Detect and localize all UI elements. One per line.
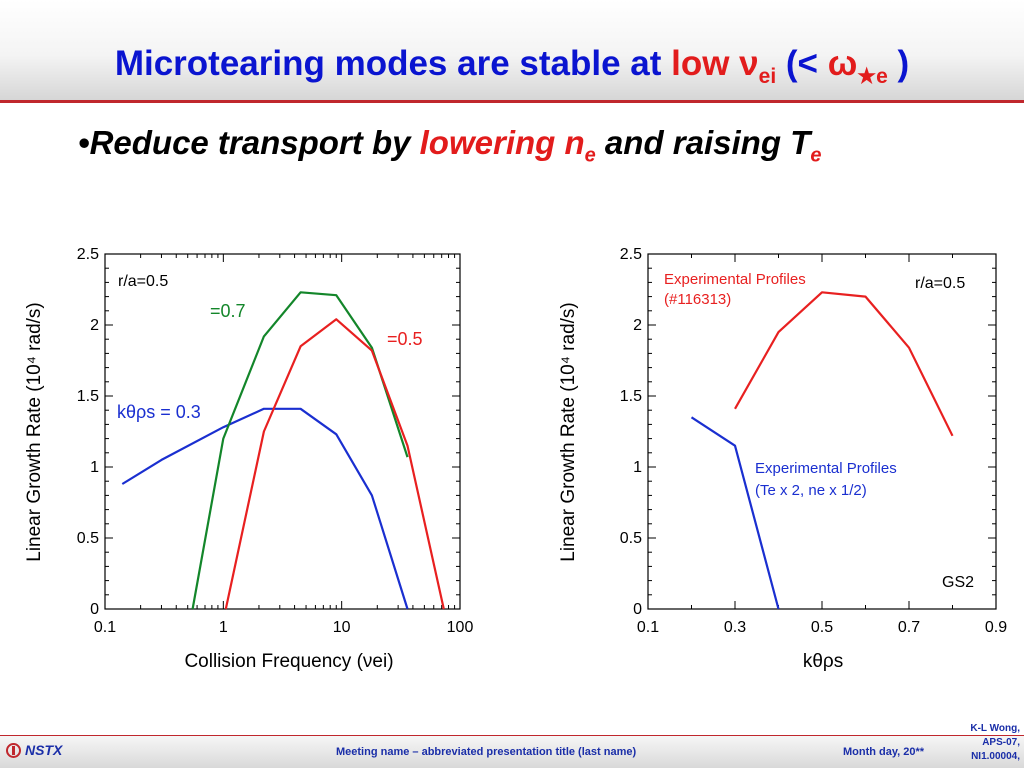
left-y-tick-label: 2.5 — [77, 246, 99, 263]
left-y-tick-label: 1.5 — [77, 388, 99, 405]
right-series-line-1 — [690, 416, 780, 610]
footer-author: K-L Wong, APS-07, NI1.00004, — [940, 722, 1020, 764]
right-annotation-ra: r/a=0.5 — [915, 275, 965, 292]
left-y-tick-label: 2 — [90, 317, 99, 334]
nstx-logo: NSTX — [6, 742, 62, 758]
right-y-tick-label: 2.5 — [620, 246, 642, 263]
title-divider — [0, 100, 1024, 103]
left-x-tick-label: 1 — [219, 619, 228, 636]
bullet-part2: lowering n — [419, 124, 585, 161]
left-y-tick-label: 0 — [90, 601, 99, 618]
left-series-line-1 — [191, 291, 409, 610]
right-x-axis-label: kθρs — [803, 651, 843, 672]
footer-author-line3: NI1.00004, — [971, 751, 1020, 762]
left-series-line-2 — [224, 318, 445, 610]
right-y-tick-label: 1.5 — [620, 388, 642, 405]
slide-title: Microtearing modes are stable at low νei… — [0, 44, 1024, 89]
right-x-tick-label: 0.5 — [811, 619, 833, 636]
left-annotation-ra: r/a=0.5 — [118, 273, 168, 290]
title-star-sub: ★e — [857, 65, 888, 88]
footer-meeting-text: Meeting name – abbreviated presentation … — [336, 746, 637, 758]
left-y-tick-label: 0.5 — [77, 530, 99, 547]
red-series-label-line1: Experimental Profiles — [664, 271, 806, 288]
right-x-tick-label: 0.9 — [985, 619, 1007, 636]
title-paren-close: ) — [887, 44, 910, 83]
bullet-t-sub: e — [810, 144, 822, 167]
right-x-tick-label: 0.1 — [637, 619, 659, 636]
right-series-line-0 — [734, 291, 954, 437]
legend-blue-label: kθρs = 0.3 — [117, 402, 201, 422]
right-y-tick-label: 0 — [633, 601, 642, 618]
title-nu-sub: ei — [758, 65, 777, 88]
title-bar — [0, 0, 1024, 100]
right-x-tick-label: 0.7 — [898, 619, 920, 636]
right-y-tick-label: 1 — [633, 459, 642, 476]
title-paren-open: (< — [776, 44, 828, 83]
footer-bar — [0, 736, 1024, 768]
left-series-line-0 — [121, 407, 409, 610]
right-annotation-gs2: GS2 — [942, 574, 974, 591]
bullet-part1: Reduce transport by — [89, 124, 420, 161]
title-low: low — [671, 44, 740, 83]
right-y-tick-label: 2 — [633, 317, 642, 334]
left-x-tick-label: 0.1 — [94, 619, 116, 636]
title-main: Microtearing modes are stable at — [114, 44, 672, 83]
left-y-axis-label: Linear Growth Rate (10⁴ rad/s) — [24, 302, 45, 562]
blue-series-label-line2: (Te x 2, ne x 1/2) — [755, 482, 867, 499]
legend-green-label: =0.7 — [210, 301, 246, 321]
nstx-logo-text: NSTX — [25, 742, 63, 758]
footer-author-line1: K-L Wong, — [970, 723, 1020, 734]
right-y-axis-label: Linear Growth Rate (10⁴ rad/s) — [558, 302, 579, 562]
right-y-tick-label: 0.5 — [620, 530, 642, 547]
bullet-part3: and raising T — [595, 124, 811, 161]
footer-date: Month day, 20** — [843, 746, 925, 758]
blue-series-label-line1: Experimental Profiles — [755, 460, 897, 477]
nstx-logo-icon — [6, 742, 21, 758]
title-omega: ω — [827, 44, 858, 83]
title-nu: ν — [739, 44, 759, 83]
right-x-tick-label: 0.3 — [724, 619, 746, 636]
left-x-tick-label: 100 — [447, 619, 474, 636]
footer-author-line2: APS-07, — [982, 737, 1020, 748]
left-x-axis-label: Collision Frequency (νei) — [184, 651, 393, 672]
legend-red-label: =0.5 — [387, 329, 423, 349]
bullet-n-sub: e — [584, 144, 596, 167]
left-plot-frame — [104, 253, 461, 610]
left-x-tick-label: 10 — [333, 619, 351, 636]
bullet-point: •Reduce transport by lowering ne and rai… — [78, 124, 821, 168]
red-series-label-line2: (#116313) — [664, 291, 731, 308]
bullet-dot: • — [78, 124, 90, 161]
left-y-tick-label: 1 — [90, 459, 99, 476]
